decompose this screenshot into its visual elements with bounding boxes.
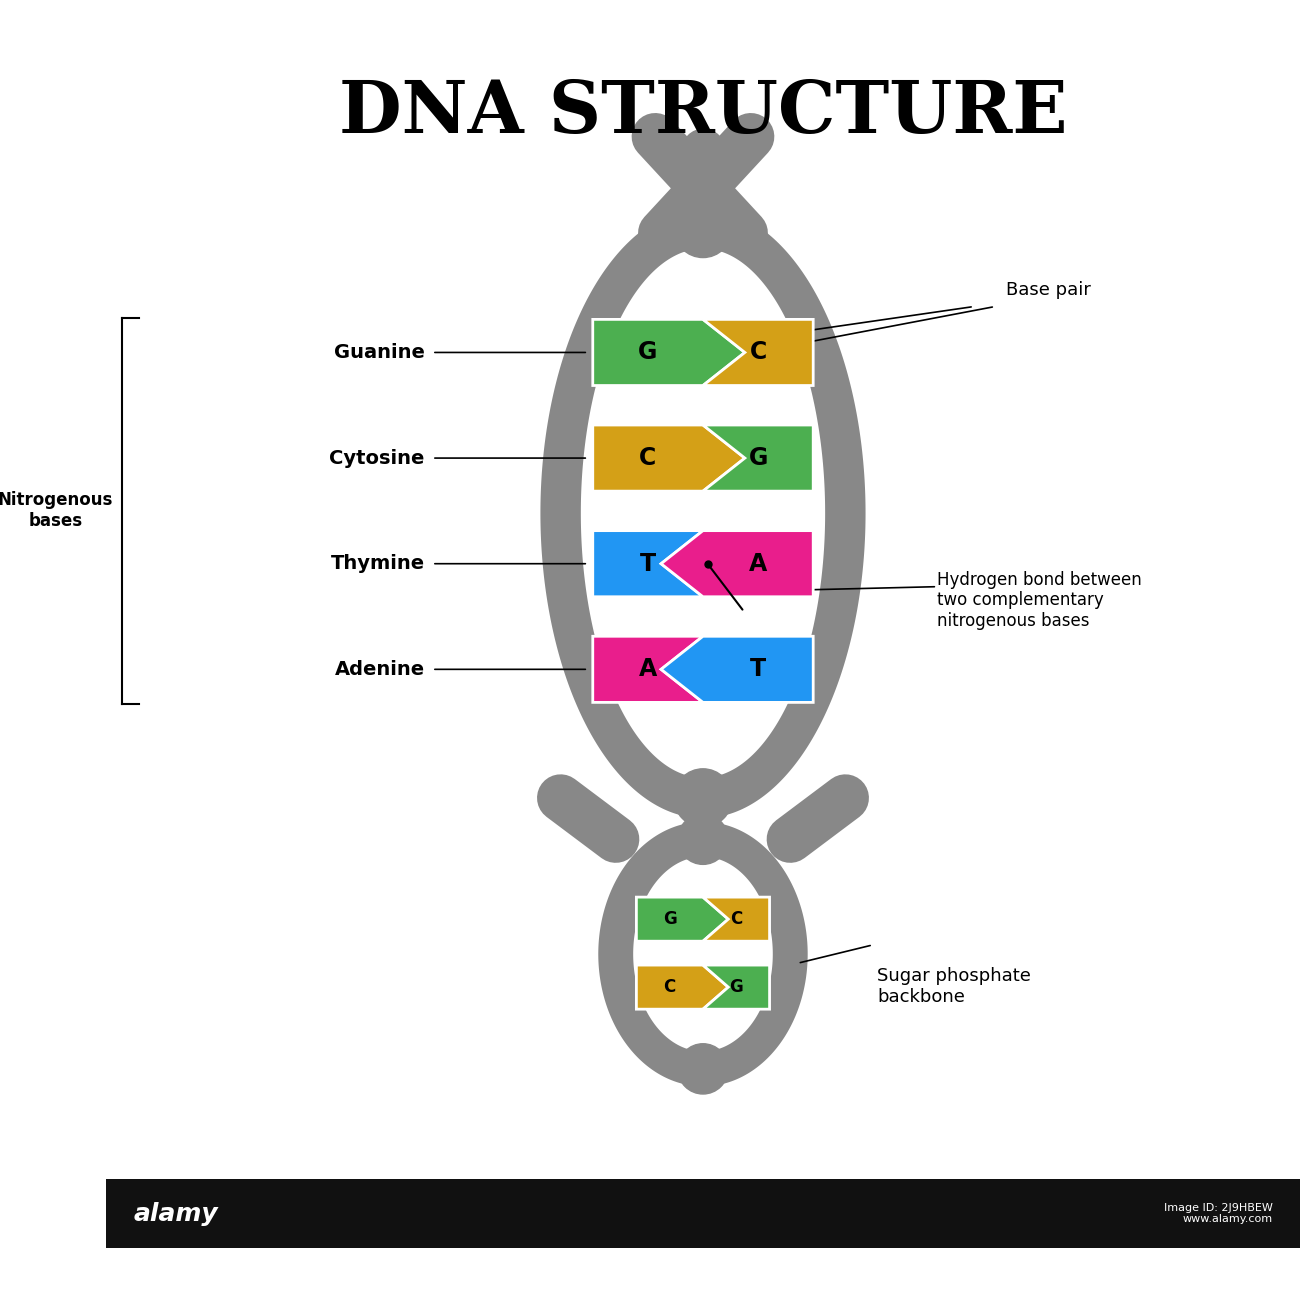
Text: G: G bbox=[638, 341, 658, 364]
Polygon shape bbox=[703, 965, 770, 1010]
Text: alamy: alamy bbox=[134, 1202, 218, 1226]
Text: A: A bbox=[638, 657, 656, 682]
Text: Thymine: Thymine bbox=[330, 554, 425, 574]
Polygon shape bbox=[593, 425, 745, 492]
Text: G: G bbox=[663, 911, 676, 928]
Circle shape bbox=[677, 814, 728, 864]
Polygon shape bbox=[598, 822, 807, 1086]
Text: C: C bbox=[640, 446, 656, 470]
Polygon shape bbox=[637, 965, 728, 1010]
Text: C: C bbox=[750, 341, 767, 364]
Text: DNA STRUCTURE: DNA STRUCTURE bbox=[339, 77, 1067, 148]
Text: Nitrogenous
bases: Nitrogenous bases bbox=[0, 492, 113, 531]
Text: Cytosine: Cytosine bbox=[329, 449, 425, 467]
Text: T: T bbox=[640, 552, 656, 576]
Polygon shape bbox=[703, 319, 814, 385]
Text: Guanine: Guanine bbox=[334, 343, 425, 362]
Polygon shape bbox=[593, 319, 745, 385]
Polygon shape bbox=[703, 425, 814, 492]
Text: Hydrogen bond between
two complementary
nitrogenous bases: Hydrogen bond between two complementary … bbox=[937, 571, 1141, 630]
Polygon shape bbox=[703, 898, 770, 941]
Text: T: T bbox=[750, 657, 766, 682]
Circle shape bbox=[673, 199, 732, 258]
Circle shape bbox=[677, 1043, 728, 1094]
Polygon shape bbox=[662, 531, 814, 597]
Circle shape bbox=[673, 769, 732, 827]
Text: G: G bbox=[749, 446, 768, 470]
Text: Base pair: Base pair bbox=[1006, 281, 1091, 299]
Polygon shape bbox=[637, 898, 728, 941]
Text: G: G bbox=[729, 978, 744, 997]
Polygon shape bbox=[593, 531, 703, 597]
Polygon shape bbox=[662, 636, 814, 703]
Bar bbox=[107, 1179, 1300, 1248]
Text: Adenine: Adenine bbox=[334, 660, 425, 679]
Text: Sugar phosphate
backbone: Sugar phosphate backbone bbox=[878, 967, 1031, 1006]
Text: C: C bbox=[663, 978, 676, 997]
Polygon shape bbox=[593, 636, 703, 703]
Text: C: C bbox=[731, 911, 742, 928]
Text: A: A bbox=[749, 552, 767, 576]
Text: Image ID: 2J9HBEW
www.alamy.com: Image ID: 2J9HBEW www.alamy.com bbox=[1164, 1202, 1273, 1224]
Polygon shape bbox=[541, 208, 866, 818]
